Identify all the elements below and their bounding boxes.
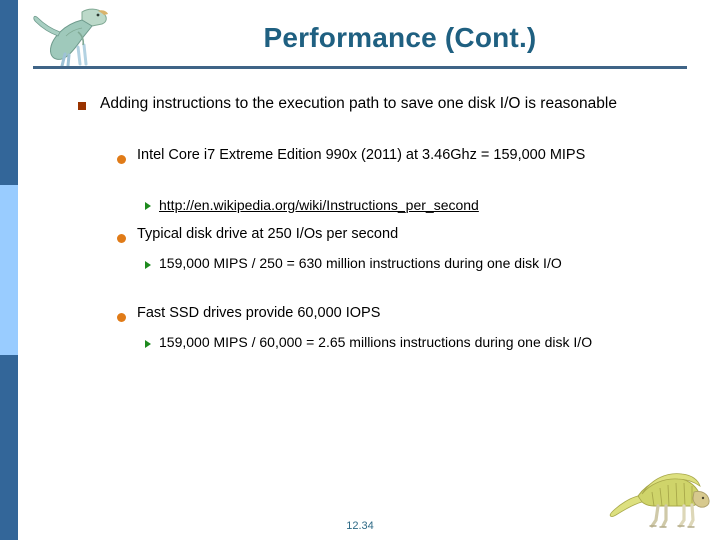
bullet-level3-text-ssd-calc: 159,000 MIPS / 60,000 = 2.65 millions in…	[159, 334, 593, 350]
left-accent-rail	[0, 0, 18, 540]
title-divider	[33, 66, 687, 69]
bullet-dot-icon	[117, 155, 126, 164]
bullet-level2-text-disk: Typical disk drive at 250 I/Os per secon…	[137, 226, 399, 242]
bullet-dot-icon	[117, 313, 126, 322]
dimetrodon-icon	[609, 473, 710, 528]
dinosaur-icon	[33, 8, 108, 68]
bullet-triangle-icon	[145, 340, 151, 348]
bullet-level2-text-ssd: Fast SSD drives provide 60,000 IOPS	[137, 305, 381, 321]
rail-segment-bottom	[0, 355, 18, 540]
rail-segment-middle	[0, 185, 18, 355]
bullet-level1-text: Adding instructions to the execution pat…	[100, 95, 617, 112]
bullet-triangle-icon	[145, 261, 151, 269]
bullet-square-icon	[78, 102, 86, 110]
bullet-triangle-icon	[145, 202, 151, 210]
bullet-level2-text-intel: Intel Core i7 Extreme Edition 990x (2011…	[137, 147, 586, 163]
page-number: 12.34	[346, 520, 374, 532]
bullet-level3-text-hdd-calc: 159,000 MIPS / 250 = 630 million instruc…	[159, 255, 562, 271]
bullet-dot-icon	[117, 234, 126, 243]
wikipedia-link-text[interactable]: http://en.wikipedia.org/wiki/Instruction…	[159, 197, 479, 213]
slide-title: Performance (Cont.)	[263, 22, 537, 53]
rail-segment-top	[0, 0, 18, 185]
wikipedia-link[interactable]: http://en.wikipedia.org/wiki/Instruction…	[159, 197, 629, 214]
